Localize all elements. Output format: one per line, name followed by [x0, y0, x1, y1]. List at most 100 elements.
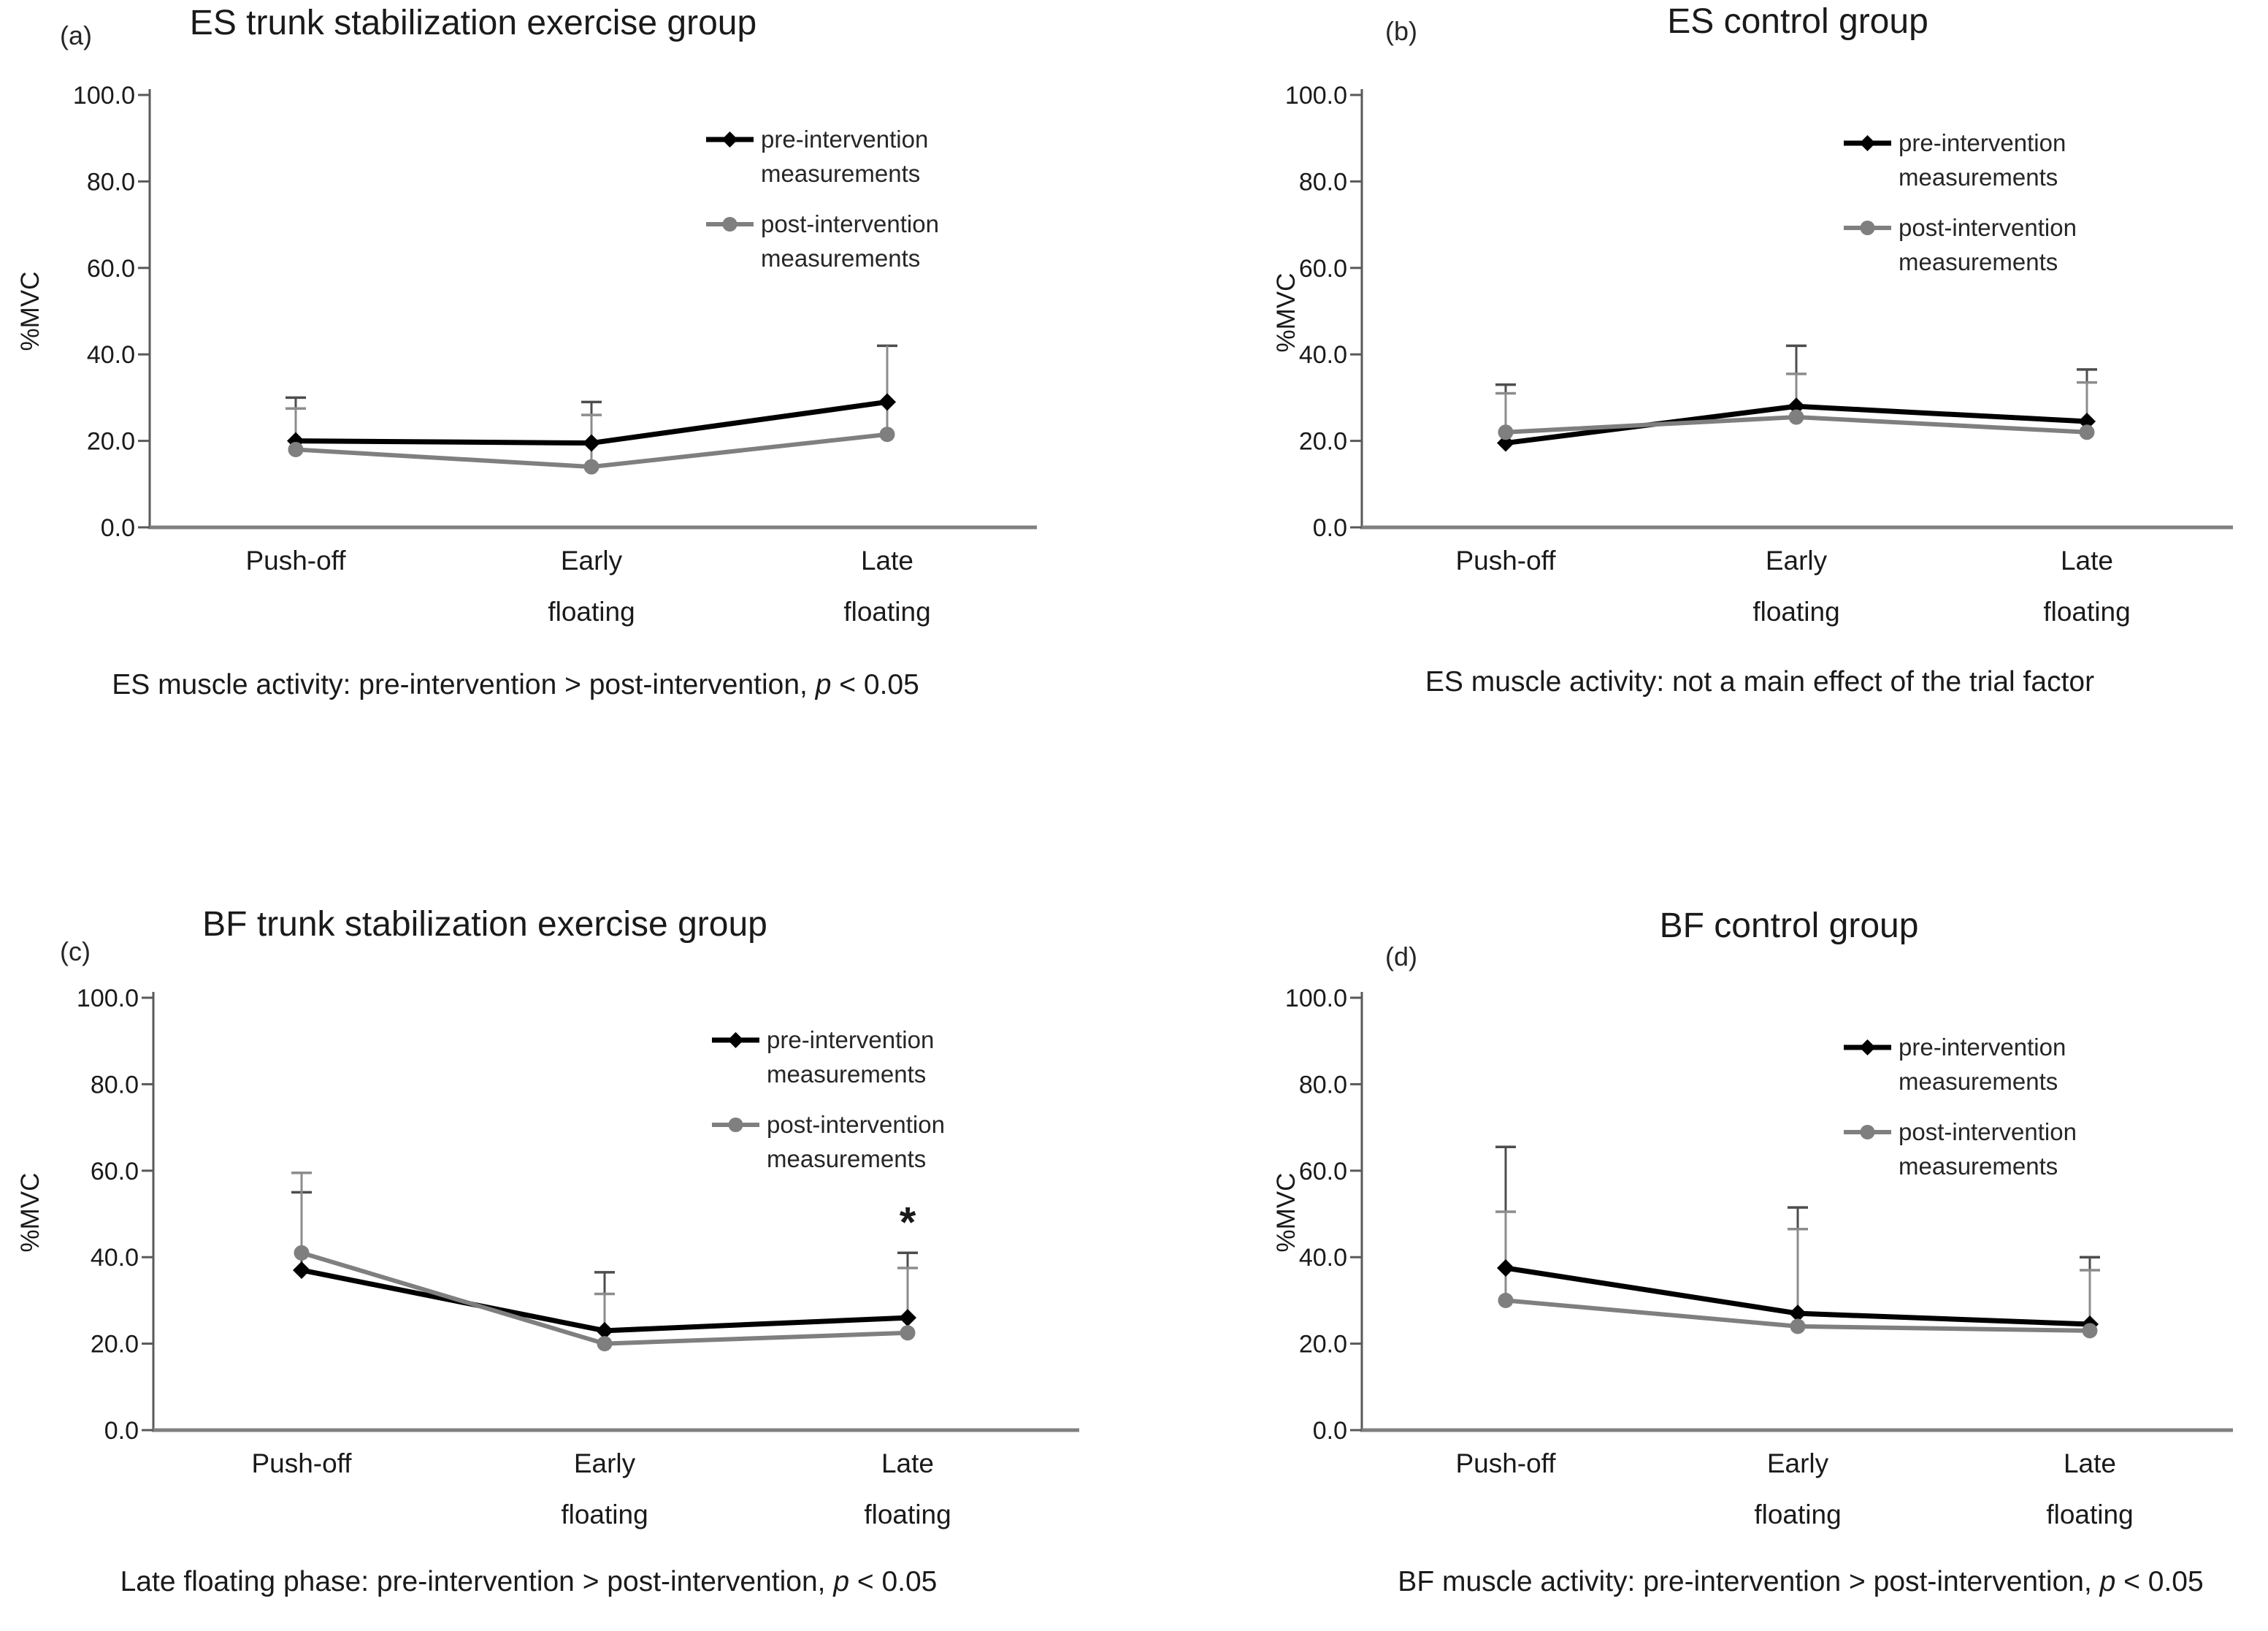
legend-diamond-marker: [1859, 135, 1876, 151]
panel-a-legend: pre-intervention measurements post-interve…: [706, 126, 939, 272]
panel-a-xtick: floating: [548, 597, 635, 627]
diamond-marker: [596, 1321, 613, 1340]
panel-c-axes: 0.0 20.0 40.0 60.0 80.0 100.0: [77, 985, 1079, 1445]
panel-b-xtick: Late: [2061, 546, 2113, 576]
legend-circle-marker: [1860, 221, 1875, 235]
circle-marker: [879, 427, 895, 443]
panel-d-caption-tail: < 0.05: [2115, 1566, 2204, 1597]
panel-c-legend-label: measurements: [767, 1145, 926, 1172]
legend-circle-marker: [728, 1118, 743, 1132]
panel-d-ytick: 20.0: [1299, 1331, 1347, 1359]
panel-c-y-axis-label: %MVC: [16, 1172, 45, 1253]
circle-marker: [597, 1336, 613, 1352]
panel-a-legend-label: measurements: [761, 245, 920, 272]
panel-c-significance-asterisk: *: [900, 1199, 916, 1246]
panel-d-markers-post: [1498, 1292, 2098, 1339]
panel-a-ytick: 40.0: [87, 341, 135, 369]
panel-c-legend-label: measurements: [767, 1061, 926, 1088]
panel-b-plot: 0.0 20.0 40.0 60.0 80.0 100.0 Push-off Early flo…: [1285, 82, 2233, 627]
panel-d-y-axis-label: %MVC: [1272, 1172, 1300, 1253]
panel-b-legend-label: measurements: [1899, 248, 2058, 275]
panel-b-title: ES control group: [1667, 2, 1928, 41]
panel-d-xtick: Early: [1767, 1448, 1829, 1478]
panel-d-legend: pre-intervention measurements post-interve…: [1844, 1034, 2077, 1180]
panel-d-errorbars-post: [1495, 1210, 2100, 1331]
panel-a-legend-label: pre-intervention: [761, 126, 928, 153]
circle-marker: [1788, 409, 1804, 425]
panel-a-caption: ES muscle activity: pre-intervention > p…: [112, 669, 919, 701]
panel-b-ytick: 40.0: [1299, 341, 1347, 369]
panel-a-legend-label: measurements: [761, 160, 920, 187]
diamond-marker: [2078, 412, 2096, 430]
panel-b-xtick: floating: [1752, 597, 1839, 627]
panel-b-ytick: 20.0: [1299, 428, 1347, 456]
panel-b-legend-label: pre-intervention: [1899, 129, 2066, 156]
panel-d-xtick: Late: [2064, 1448, 2116, 1478]
panel-b-ytick: 100.0: [1285, 82, 1347, 110]
panel-d-legend-label: measurements: [1899, 1153, 2058, 1180]
panel-d-legend-label: measurements: [1899, 1068, 2058, 1095]
panel-c-ytick: 0.0: [104, 1417, 139, 1445]
panel-c-caption: Late floating phase: pre-intervention > …: [120, 1566, 938, 1598]
panel-a-xtick: Late: [861, 546, 913, 576]
panel-a-ytick: 60.0: [87, 255, 135, 283]
panel-c-ytick: 60.0: [91, 1158, 139, 1185]
panel-a-ytick: 80.0: [87, 168, 135, 196]
panel-a-ytick: 100.0: [73, 82, 135, 110]
panel-c-markers-pre: [293, 1261, 916, 1340]
panel-a-caption-text: ES muscle activity: pre-intervention > p…: [112, 669, 816, 700]
circle-marker: [1498, 1292, 1514, 1308]
panel-b-xtick: Push-off: [1455, 546, 1556, 576]
legend-circle-marker: [1860, 1125, 1875, 1139]
diamond-marker: [899, 1309, 916, 1327]
panel-a-markers-post: [288, 427, 895, 475]
panel-d-letter: (d): [1385, 941, 1417, 971]
panel-c-legend-label: post-intervention: [767, 1111, 945, 1138]
circle-marker: [294, 1245, 310, 1261]
panel-a-xtick: Early: [561, 546, 623, 576]
panel-b-legend-label: post-intervention: [1899, 214, 2077, 241]
diamond-marker: [1497, 434, 1514, 452]
diamond-marker: [1497, 1259, 1514, 1277]
panel-c-caption-text: Late floating phase: pre-intervention > …: [120, 1566, 834, 1597]
panel-d-ytick: 60.0: [1299, 1158, 1347, 1185]
panel-b-markers-pre: [1497, 397, 2096, 452]
panel-b-ytick: 0.0: [1313, 514, 1347, 542]
panel-d-caption-text: BF muscle activity: pre-intervention > p…: [1398, 1566, 2100, 1597]
panel-d-legend-label: pre-intervention: [1899, 1034, 2066, 1061]
panel-d-ytick: 80.0: [1299, 1071, 1347, 1099]
panel-b-y-axis-label: %MVC: [1272, 272, 1300, 353]
panel-d-xtick: floating: [1754, 1500, 1841, 1529]
diamond-marker: [583, 434, 600, 452]
panel-b-caption-text: ES muscle activity: not a main effect of…: [1425, 666, 2095, 698]
panel-c-caption-p: p: [833, 1566, 850, 1597]
panel-d-ytick: 0.0: [1313, 1417, 1347, 1445]
panel-b-ytick: 60.0: [1299, 255, 1347, 283]
legend-diamond-marker: [721, 131, 738, 148]
panel-d-xtick: floating: [2046, 1500, 2133, 1529]
diamond-marker: [1788, 397, 1805, 416]
panel-b-caption: ES muscle activity: not a main effect of…: [1425, 666, 2094, 698]
panel-c-markers-post: [294, 1245, 916, 1352]
circle-marker: [288, 441, 304, 457]
panel-b-axes: 0.0 20.0 40.0 60.0 80.0 100.0: [1285, 82, 2233, 542]
panel-c-legend: pre-intervention measurements post-interve…: [712, 1026, 945, 1172]
panel-a-y-axis-label: %MVC: [16, 271, 45, 351]
panel-a-legend-label: post-intervention: [761, 210, 939, 237]
diamond-marker: [293, 1261, 310, 1279]
panel-c-title: BF trunk stabilization exercise group: [202, 905, 767, 944]
panel-d-ytick: 40.0: [1299, 1244, 1347, 1272]
panel-c-caption-tail: < 0.05: [849, 1566, 938, 1597]
circle-marker: [583, 459, 599, 475]
panel-b-markers-post: [1498, 409, 2095, 440]
panel-a-plot: 0.0 20.0 40.0 60.0 80.0 100.0 Push-off Early flo…: [73, 82, 1037, 627]
panel-d-xtick: Push-off: [1455, 1448, 1556, 1478]
panel-b-legend-label: measurements: [1899, 164, 2058, 191]
panel-a-caption-p: p: [815, 669, 832, 700]
panel-b-legend: pre-intervention measurements post-interve…: [1844, 129, 2077, 275]
circle-marker: [1498, 424, 1514, 440]
panel-c-xtick: Late: [881, 1448, 934, 1478]
panel-d-legend-label: post-intervention: [1899, 1118, 2077, 1145]
